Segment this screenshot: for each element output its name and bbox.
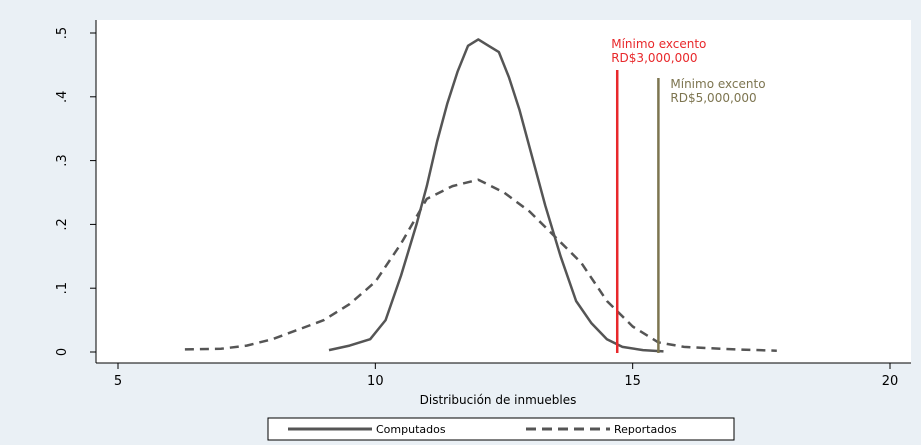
reference-label-title: Mínimo excento <box>670 77 765 91</box>
x-tick-label: 15 <box>624 374 641 389</box>
x-tick-label: 20 <box>882 374 899 389</box>
plot-area <box>96 20 911 363</box>
series-group <box>184 38 777 353</box>
y-tick-label: .4 <box>55 91 70 103</box>
x-ticks: 5 10 15 20 <box>114 363 898 389</box>
y-tick-label: .5 <box>55 27 70 39</box>
y-tick-label: .1 <box>55 282 70 294</box>
y-ticks: 0 .1 .2 .3 .4 .5 <box>55 27 96 356</box>
legend-label-reportados: Reportados <box>614 423 677 436</box>
y-tick-label: .2 <box>55 218 70 230</box>
x-axis-label: Distribución de inmuebles <box>420 393 577 407</box>
legend-label-computados: Computados <box>376 423 446 436</box>
series-line-reportados <box>184 178 777 352</box>
series-line-computados <box>328 38 664 353</box>
x-tick-label: 10 <box>367 374 384 389</box>
reference-label-value: RD$3,000,000 <box>611 51 697 65</box>
y-tick-label: .3 <box>55 154 70 166</box>
reference-label-value: RD$5,000,000 <box>670 91 756 105</box>
y-tick-label: 0 <box>55 348 70 356</box>
reference-label-title: Mínimo excento <box>611 37 706 51</box>
x-tick-label: 5 <box>114 374 122 389</box>
legend: Computados Reportados <box>267 417 735 441</box>
legend-box <box>267 417 735 441</box>
